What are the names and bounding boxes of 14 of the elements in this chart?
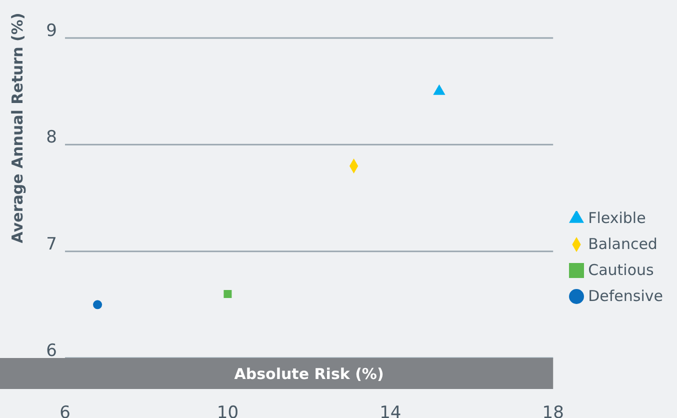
x-axis-title: Absolute Risk (%) (234, 365, 384, 383)
y-tick-label: 9 (46, 21, 57, 42)
y-tick-label: 8 (46, 128, 57, 148)
y-axis-title: Average Annual Return (%) (8, 12, 26, 244)
y-tick-label: 6 (46, 341, 57, 362)
legend-label: Cautious (588, 261, 654, 279)
x-tick-label: 6 (60, 403, 70, 418)
legend-label: Flexible (588, 209, 646, 227)
x-tick-label: 18 (542, 403, 564, 418)
x-tick-label: 10 (216, 403, 239, 418)
legend-label: Defensive (588, 287, 663, 305)
legend-label: Balanced (588, 235, 658, 253)
x-tick-label: 14 (380, 403, 402, 418)
y-tick-label: 7 (46, 234, 57, 254)
